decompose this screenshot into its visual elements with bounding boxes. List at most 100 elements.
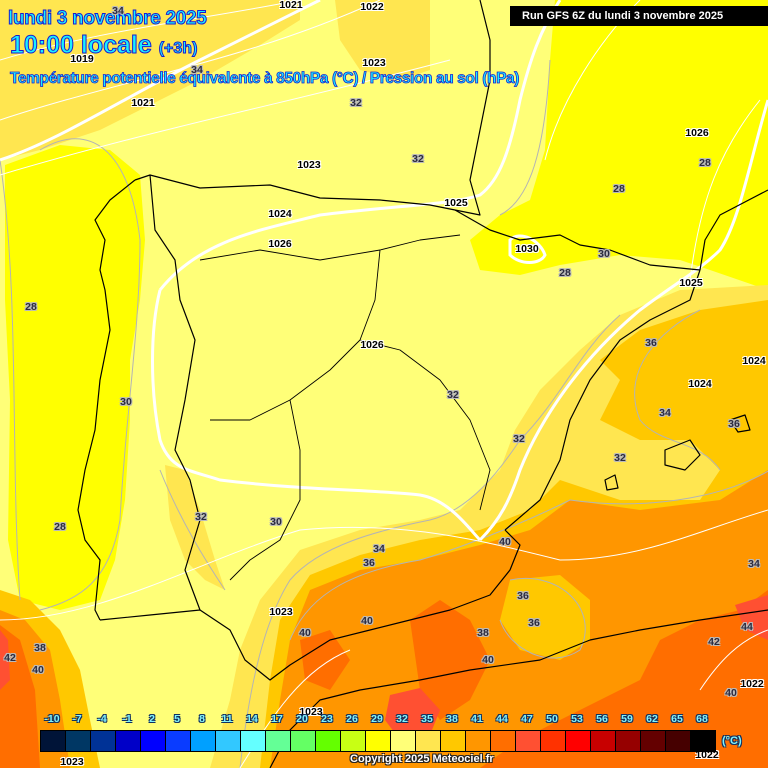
temperature-label: 36 [528, 617, 540, 629]
colorbar-tick-label: 2 [149, 713, 155, 725]
temperature-label: 36 [517, 590, 529, 602]
pressure-label: 1025 [679, 277, 703, 289]
colorbar-segment [541, 731, 566, 751]
pressure-label: 1030 [515, 243, 539, 255]
temperature-label: 40 [299, 627, 311, 639]
pressure-label: 1023 [299, 706, 323, 718]
temperature-label: 32 [195, 511, 207, 523]
colorbar-segment [341, 731, 366, 751]
temperature-label: 28 [54, 521, 66, 533]
pressure-label: 1023 [60, 756, 84, 768]
colorbar-tick-label: 8 [199, 713, 205, 725]
colorbar-segment [116, 731, 141, 751]
colorbar-tick-label: -10 [44, 713, 60, 725]
colorbar-tick-label: 35 [421, 713, 433, 725]
colorbar-segment [666, 731, 691, 751]
colorbar-tick-label: 65 [671, 713, 683, 725]
temperature-label: 40 [361, 615, 373, 627]
colorbar-segment [391, 731, 416, 751]
colorbar-segment [591, 731, 616, 751]
pressure-label: 1021 [279, 0, 303, 11]
colorbar-tick-label: 38 [446, 713, 458, 725]
colorbar-tick-label: 56 [596, 713, 608, 725]
temp-band-med-hot [480, 590, 768, 768]
colorbar-segment [166, 731, 191, 751]
temperature-label: 28 [613, 183, 625, 195]
temp-band-atlantic [5, 145, 145, 610]
copyright: Copyright 2025 Meteociel.fr [350, 753, 494, 765]
temperature-label: 32 [350, 97, 362, 109]
temperature-label: 34 [659, 407, 671, 419]
temp-band-nw [0, 0, 300, 160]
colorbar-segment [91, 731, 116, 751]
temperature-label: 40 [499, 536, 511, 548]
colorbar-tick-label: 5 [174, 713, 180, 725]
colorbar-segment [316, 731, 341, 751]
temperature-label: 30 [270, 516, 282, 528]
colorbar-segment [616, 731, 641, 751]
colorbar-tick-label: 26 [346, 713, 358, 725]
colorbar-segment [41, 731, 66, 751]
colorbar-segment [691, 731, 715, 751]
temperature-label: 40 [725, 687, 737, 699]
colorbar-tick-label: 23 [321, 713, 333, 725]
temperature-label: 40 [32, 664, 44, 676]
temperature-label: 40 [482, 654, 494, 666]
colorbar-segment [66, 731, 91, 751]
temperature-label: 32 [412, 153, 424, 165]
temperature-label: 34 [373, 543, 385, 555]
pressure-label: 1026 [360, 339, 384, 351]
valid-time-label: 10:00 locale [10, 31, 153, 60]
colorbar-tick-label: 59 [621, 713, 633, 725]
colorbar-segment [141, 731, 166, 751]
colorbar-tick-label: 20 [296, 713, 308, 725]
pressure-label: 1026 [685, 127, 709, 139]
colorbar-tick-label: 41 [471, 713, 483, 725]
colorbar-segment [416, 731, 441, 751]
temperature-label: 32 [513, 433, 525, 445]
pressure-label: 1021 [131, 97, 155, 109]
parameter-title: Température potentielle équivalente à 85… [10, 70, 520, 88]
pressure-label: 1024 [742, 355, 766, 367]
temperature-label: 44 [741, 621, 753, 633]
pressure-label: 1026 [268, 238, 292, 250]
colorbar-segment [216, 731, 241, 751]
colorbar-tick-label: -4 [97, 713, 107, 725]
colorbar-tick-label: 17 [271, 713, 283, 725]
colorbar-tick-label: 68 [696, 713, 708, 725]
colorbar-segment [291, 731, 316, 751]
lead-time: (+3h) [158, 40, 198, 58]
temperature-label: 28 [559, 267, 571, 279]
temperature-label: 34 [191, 64, 203, 76]
map-date: lundi 3 novembre 2025 [8, 8, 208, 30]
colorbar-ticks: -10 -7 -4 -1 2 5 8 11 14 17 20 23 26 29 32 35 38 41 44 47 50… [40, 713, 716, 727]
temp-band-ne [470, 0, 768, 290]
colorbar-tick-label: -1 [122, 713, 132, 725]
colorbar-tick-label: 44 [496, 713, 508, 725]
colorbar-segment [466, 731, 491, 751]
colorbar-tick-label: 62 [646, 713, 658, 725]
temperature-label: 34 [748, 558, 760, 570]
temperature-label: 42 [708, 636, 720, 648]
temperature-label: 36 [363, 557, 375, 569]
colorbar-unit: (°C) [722, 735, 742, 747]
colorbar-segment [441, 731, 466, 751]
pressure-label: 1022 [360, 1, 384, 13]
pressure-label: 1019 [70, 53, 94, 65]
colorbar-tick-label: -7 [72, 713, 82, 725]
colorbar-tick-label: 47 [521, 713, 533, 725]
temperature-label: 34 [112, 5, 124, 17]
temperature-label: 30 [120, 396, 132, 408]
pressure-label: 1022 [695, 749, 719, 761]
valid-time: 10:00 locale (+3h) [10, 31, 198, 60]
temperature-label: 32 [447, 389, 459, 401]
temperature-label: 42 [4, 652, 16, 664]
temperature-label: 28 [25, 301, 37, 313]
temperature-label: 36 [728, 418, 740, 430]
colorbar-tick-label: 29 [371, 713, 383, 725]
pressure-label: 1024 [268, 208, 292, 220]
temperature-label: 32 [614, 452, 626, 464]
colorbar-segment [266, 731, 291, 751]
colorbar-segment [566, 731, 591, 751]
colorbar [40, 730, 716, 752]
